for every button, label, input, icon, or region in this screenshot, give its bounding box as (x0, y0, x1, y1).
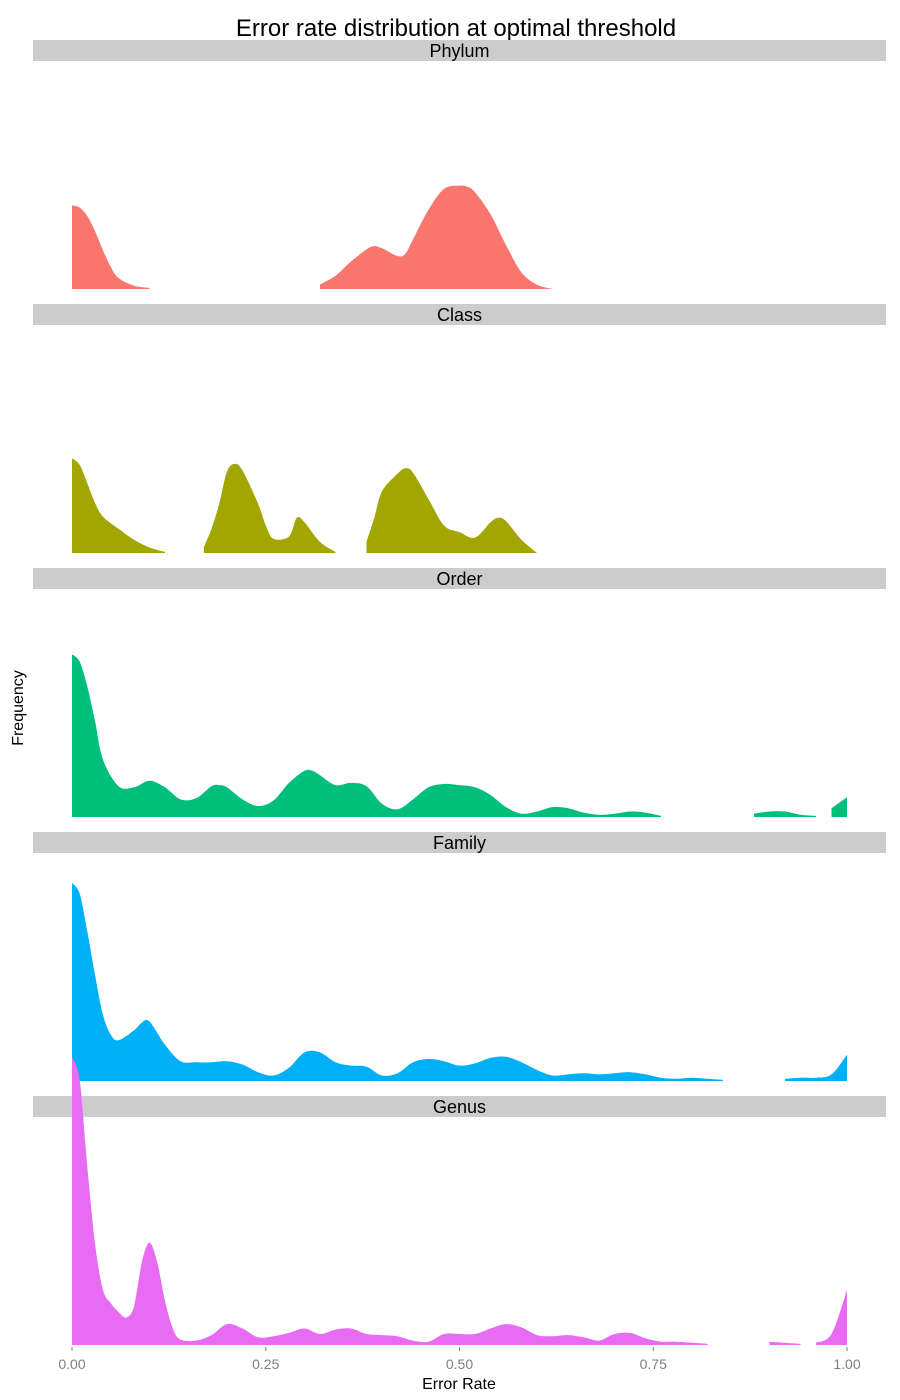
density-area-order-3 (831, 797, 847, 817)
strip-phylum (33, 40, 886, 61)
density-area-genus-3 (816, 1290, 847, 1345)
facet-panels: Phylum Class Order Family Genus (33, 40, 886, 1345)
strip-family (33, 832, 886, 853)
strip-label-order: Order (436, 569, 482, 589)
panel-class: Class (33, 304, 886, 553)
x-tick-label: 0.75 (640, 1356, 667, 1372)
density-area-order-1 (72, 654, 661, 817)
density-area-genus-1 (72, 1056, 708, 1345)
x-tick-label: 0.00 (58, 1356, 85, 1372)
chart-title: Error rate distribution at optimal thres… (236, 15, 676, 42)
density-area-family-1 (72, 883, 723, 1081)
panel-phylum: Phylum (33, 40, 886, 289)
strip-label-phylum: Phylum (429, 41, 489, 61)
strip-genus (33, 1096, 886, 1117)
panel-order: Order (33, 568, 886, 817)
strip-label-family: Family (433, 833, 486, 853)
density-area-class-2 (203, 463, 336, 553)
strip-label-class: Class (437, 305, 482, 325)
density-area-class-1 (72, 458, 165, 553)
x-axis-title: Error Rate (422, 1376, 496, 1393)
strip-class (33, 304, 886, 325)
panel-genus: Genus (33, 1056, 886, 1345)
density-area-order-2 (754, 811, 816, 817)
y-axis-title: Frequency (10, 670, 27, 746)
panel-family: Family (33, 832, 886, 1081)
strip-label-genus: Genus (433, 1097, 486, 1117)
x-axis: 0.00 0.25 0.50 0.75 1.00 (58, 1347, 861, 1372)
density-area-phylum-1 (72, 205, 150, 289)
density-area-phylum-2 (320, 185, 553, 289)
x-tick-label: 0.50 (446, 1356, 473, 1372)
x-tick-label: 1.00 (833, 1356, 860, 1372)
strip-order (33, 568, 886, 589)
density-area-genus-2 (769, 1341, 801, 1345)
x-tick-label: 0.25 (252, 1356, 279, 1372)
density-area-class-3 (366, 468, 537, 553)
density-area-family-2 (785, 1054, 847, 1081)
